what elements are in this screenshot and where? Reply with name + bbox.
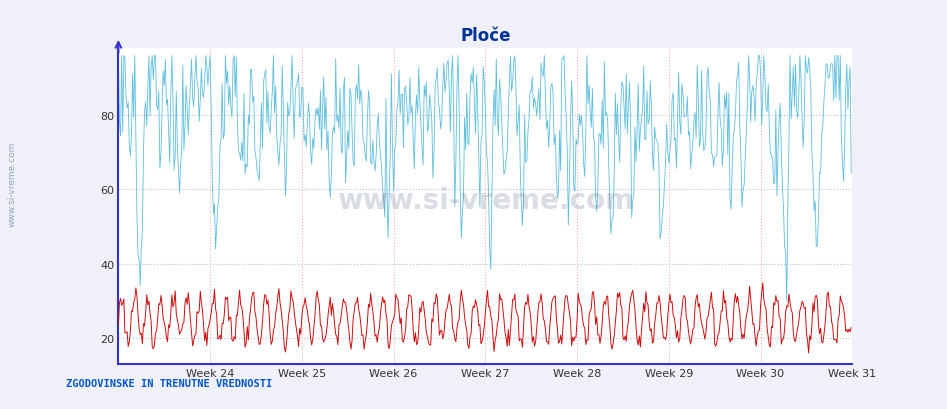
- Text: www.si-vreme.com: www.si-vreme.com: [8, 142, 17, 227]
- Title: Ploče: Ploče: [460, 27, 510, 45]
- Text: www.si-vreme.com: www.si-vreme.com: [337, 186, 634, 214]
- Text: ZGODOVINSKE IN TRENUTNE VREDNOSTI: ZGODOVINSKE IN TRENUTNE VREDNOSTI: [66, 378, 273, 389]
